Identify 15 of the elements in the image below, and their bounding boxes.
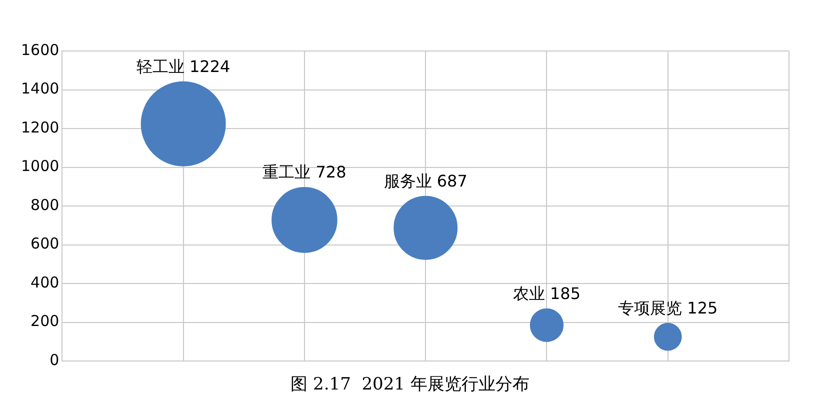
- y-tick-label: 1600: [20, 40, 60, 59]
- y-tick-label: 1000: [20, 157, 60, 176]
- y-tick-label: 800: [30, 196, 60, 214]
- data-label: 农业 185: [512, 284, 581, 303]
- data-label: 重工业 728: [262, 162, 346, 182]
- y-tick-label: 200: [30, 312, 60, 330]
- text: 图 2.17 2021 年展览行业分布: [290, 374, 530, 395]
- y-tick-label: 400: [30, 273, 60, 292]
- data-label: 轻工业 1224: [136, 57, 230, 76]
- y-tick-label: 600: [30, 234, 60, 253]
- data-label: 服务业 687: [384, 172, 468, 191]
- y-tick-label: 0: [50, 350, 60, 369]
- y-tick-label: 1200: [20, 118, 60, 136]
- data-label: 专项展览 125: [618, 298, 718, 318]
- y-tick-label: 1400: [20, 80, 60, 98]
